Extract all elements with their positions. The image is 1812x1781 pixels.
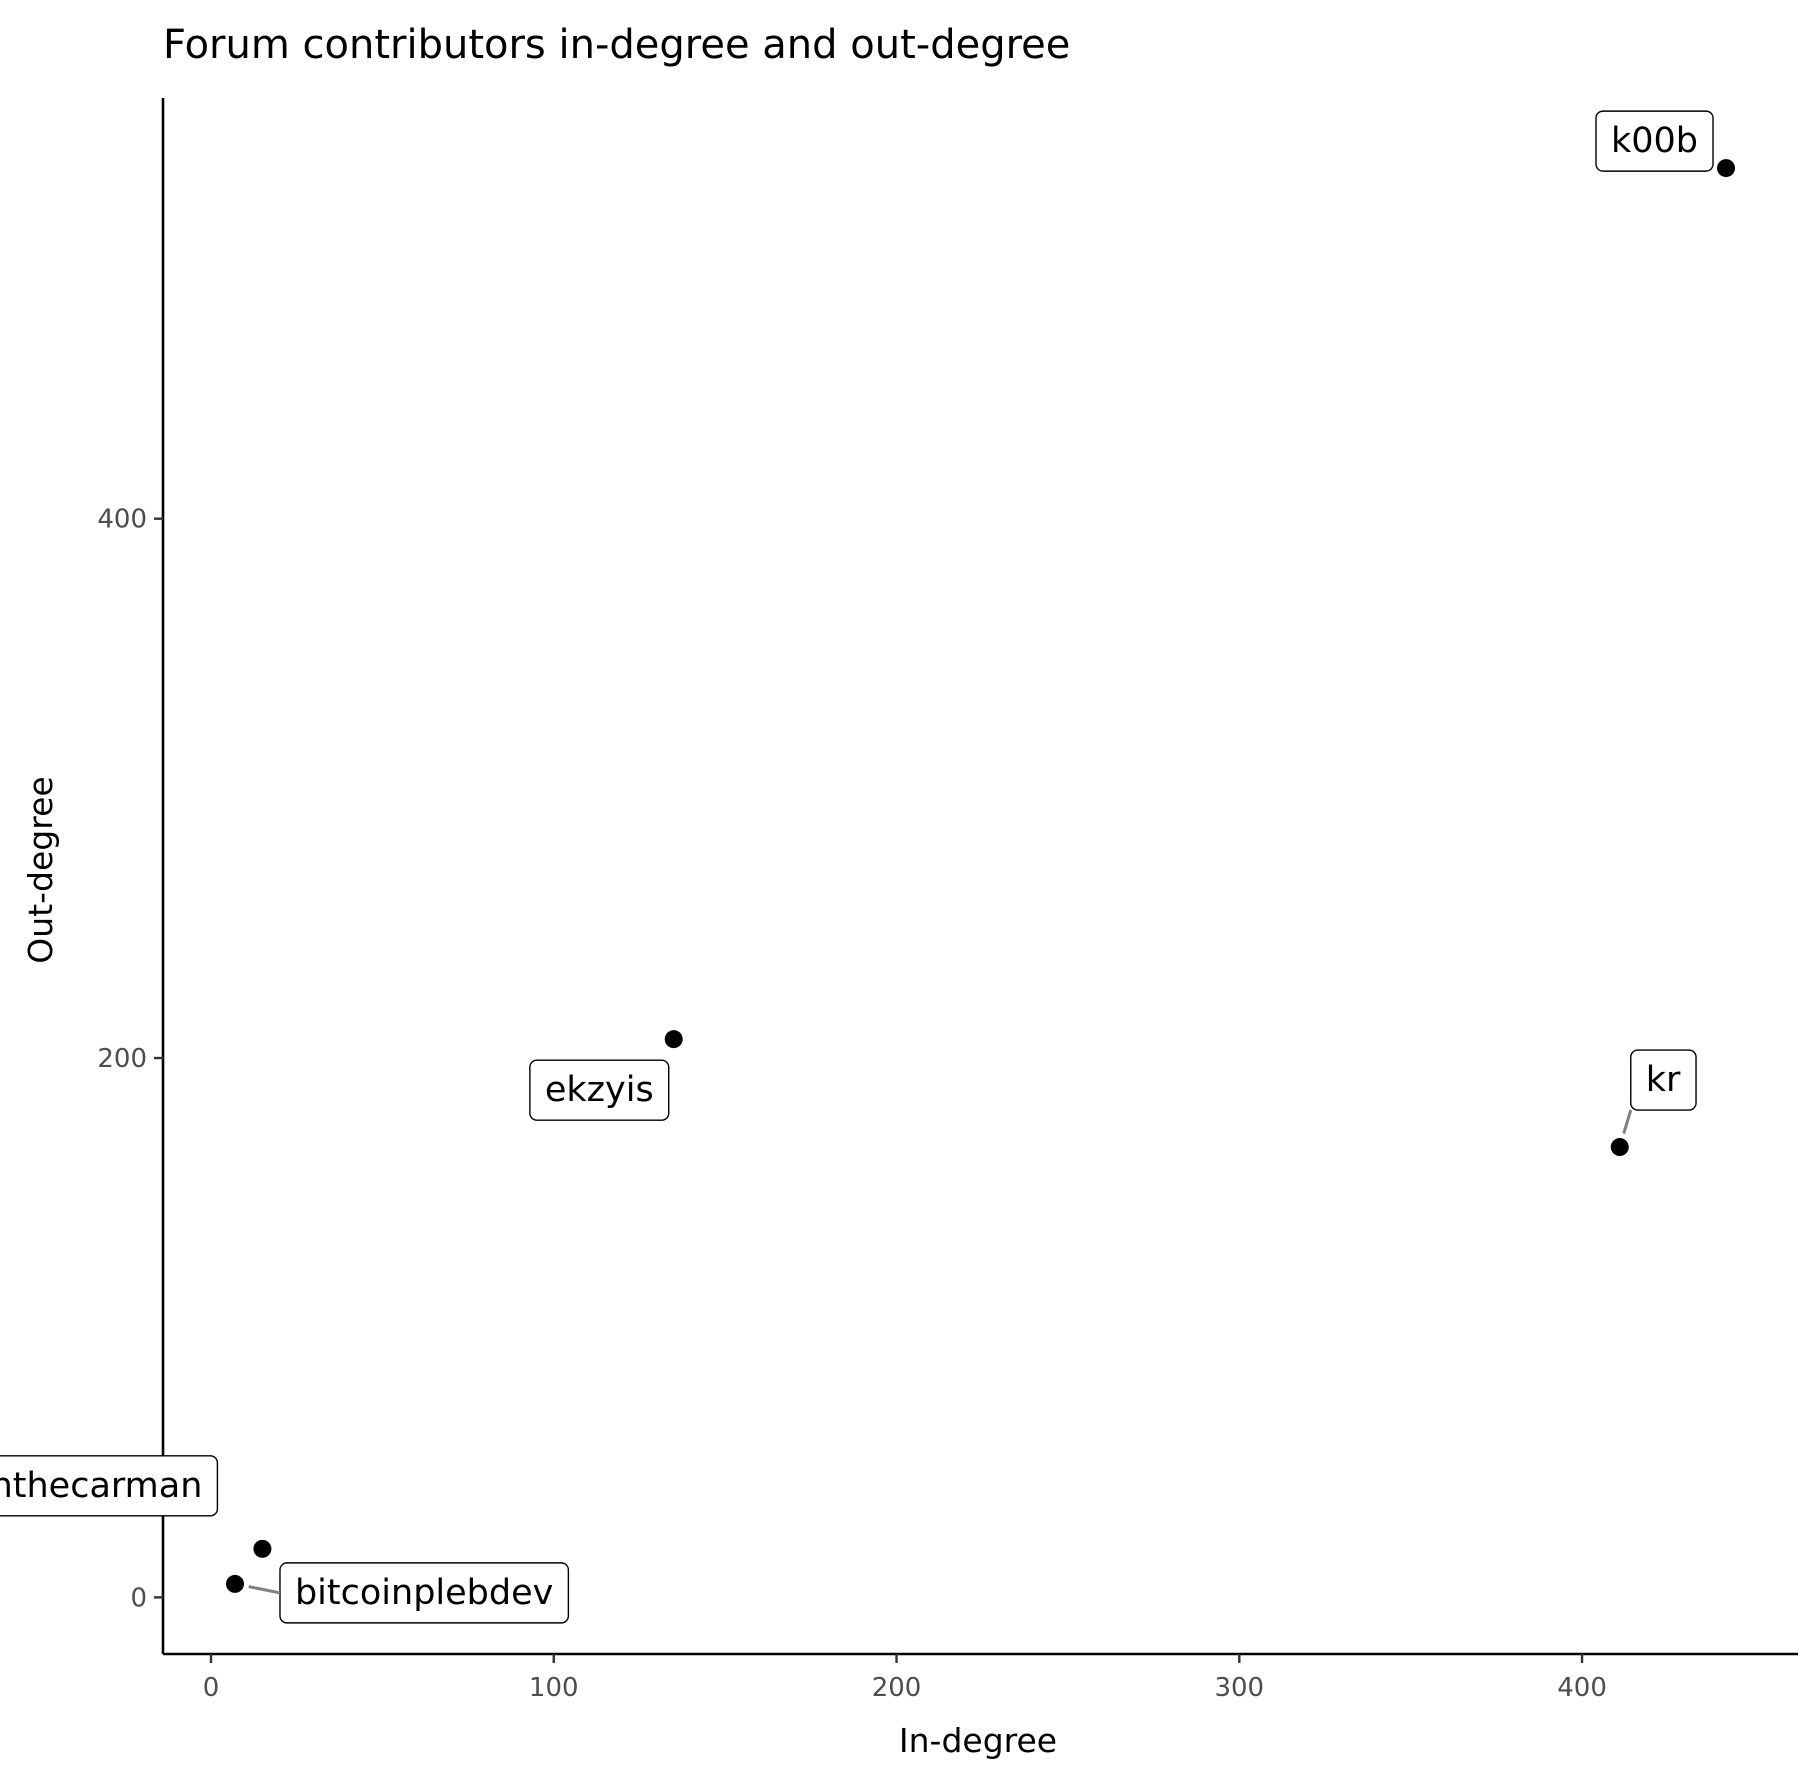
point-label: bitcoinplebdev: [295, 1573, 553, 1613]
x-tick-label: 0: [203, 1673, 220, 1703]
x-axis-title: In-degree: [899, 1721, 1057, 1760]
label-leader-line: [248, 1585, 281, 1595]
point-label: ekzyis: [545, 1070, 654, 1110]
label-box: [0, 1455, 219, 1517]
x-tick-label: 200: [872, 1673, 922, 1703]
y-axis-title: Out-degree: [21, 776, 60, 963]
x-tick-label: 100: [529, 1673, 579, 1703]
point-label: benthecarman: [0, 1466, 202, 1506]
data-point: [664, 1030, 683, 1049]
data-point: [225, 1574, 244, 1593]
point-label: k00b: [1611, 121, 1698, 161]
data-point: [1610, 1138, 1629, 1157]
data-point: [1717, 159, 1736, 178]
label-box: [529, 1059, 670, 1121]
x-tick-label: 300: [1214, 1673, 1264, 1703]
label-leader-line: [1622, 1109, 1633, 1135]
label-box: [1630, 1049, 1697, 1111]
y-tick-label: 0: [130, 1583, 147, 1613]
plot-area: 0 100 200 300 400 0 200 400 k00b kr ekzyis bentheca…: [0, 98, 1798, 1703]
data-point: [253, 1539, 272, 1558]
point-label: kr: [1646, 1060, 1681, 1100]
label-box: [1595, 110, 1714, 172]
chart-title: Forum contributors in-degree and out-deg…: [163, 22, 1070, 68]
x-tick-label: 400: [1557, 1673, 1607, 1703]
y-tick-label: 400: [97, 505, 147, 535]
y-tick-label: 200: [97, 1044, 147, 1074]
